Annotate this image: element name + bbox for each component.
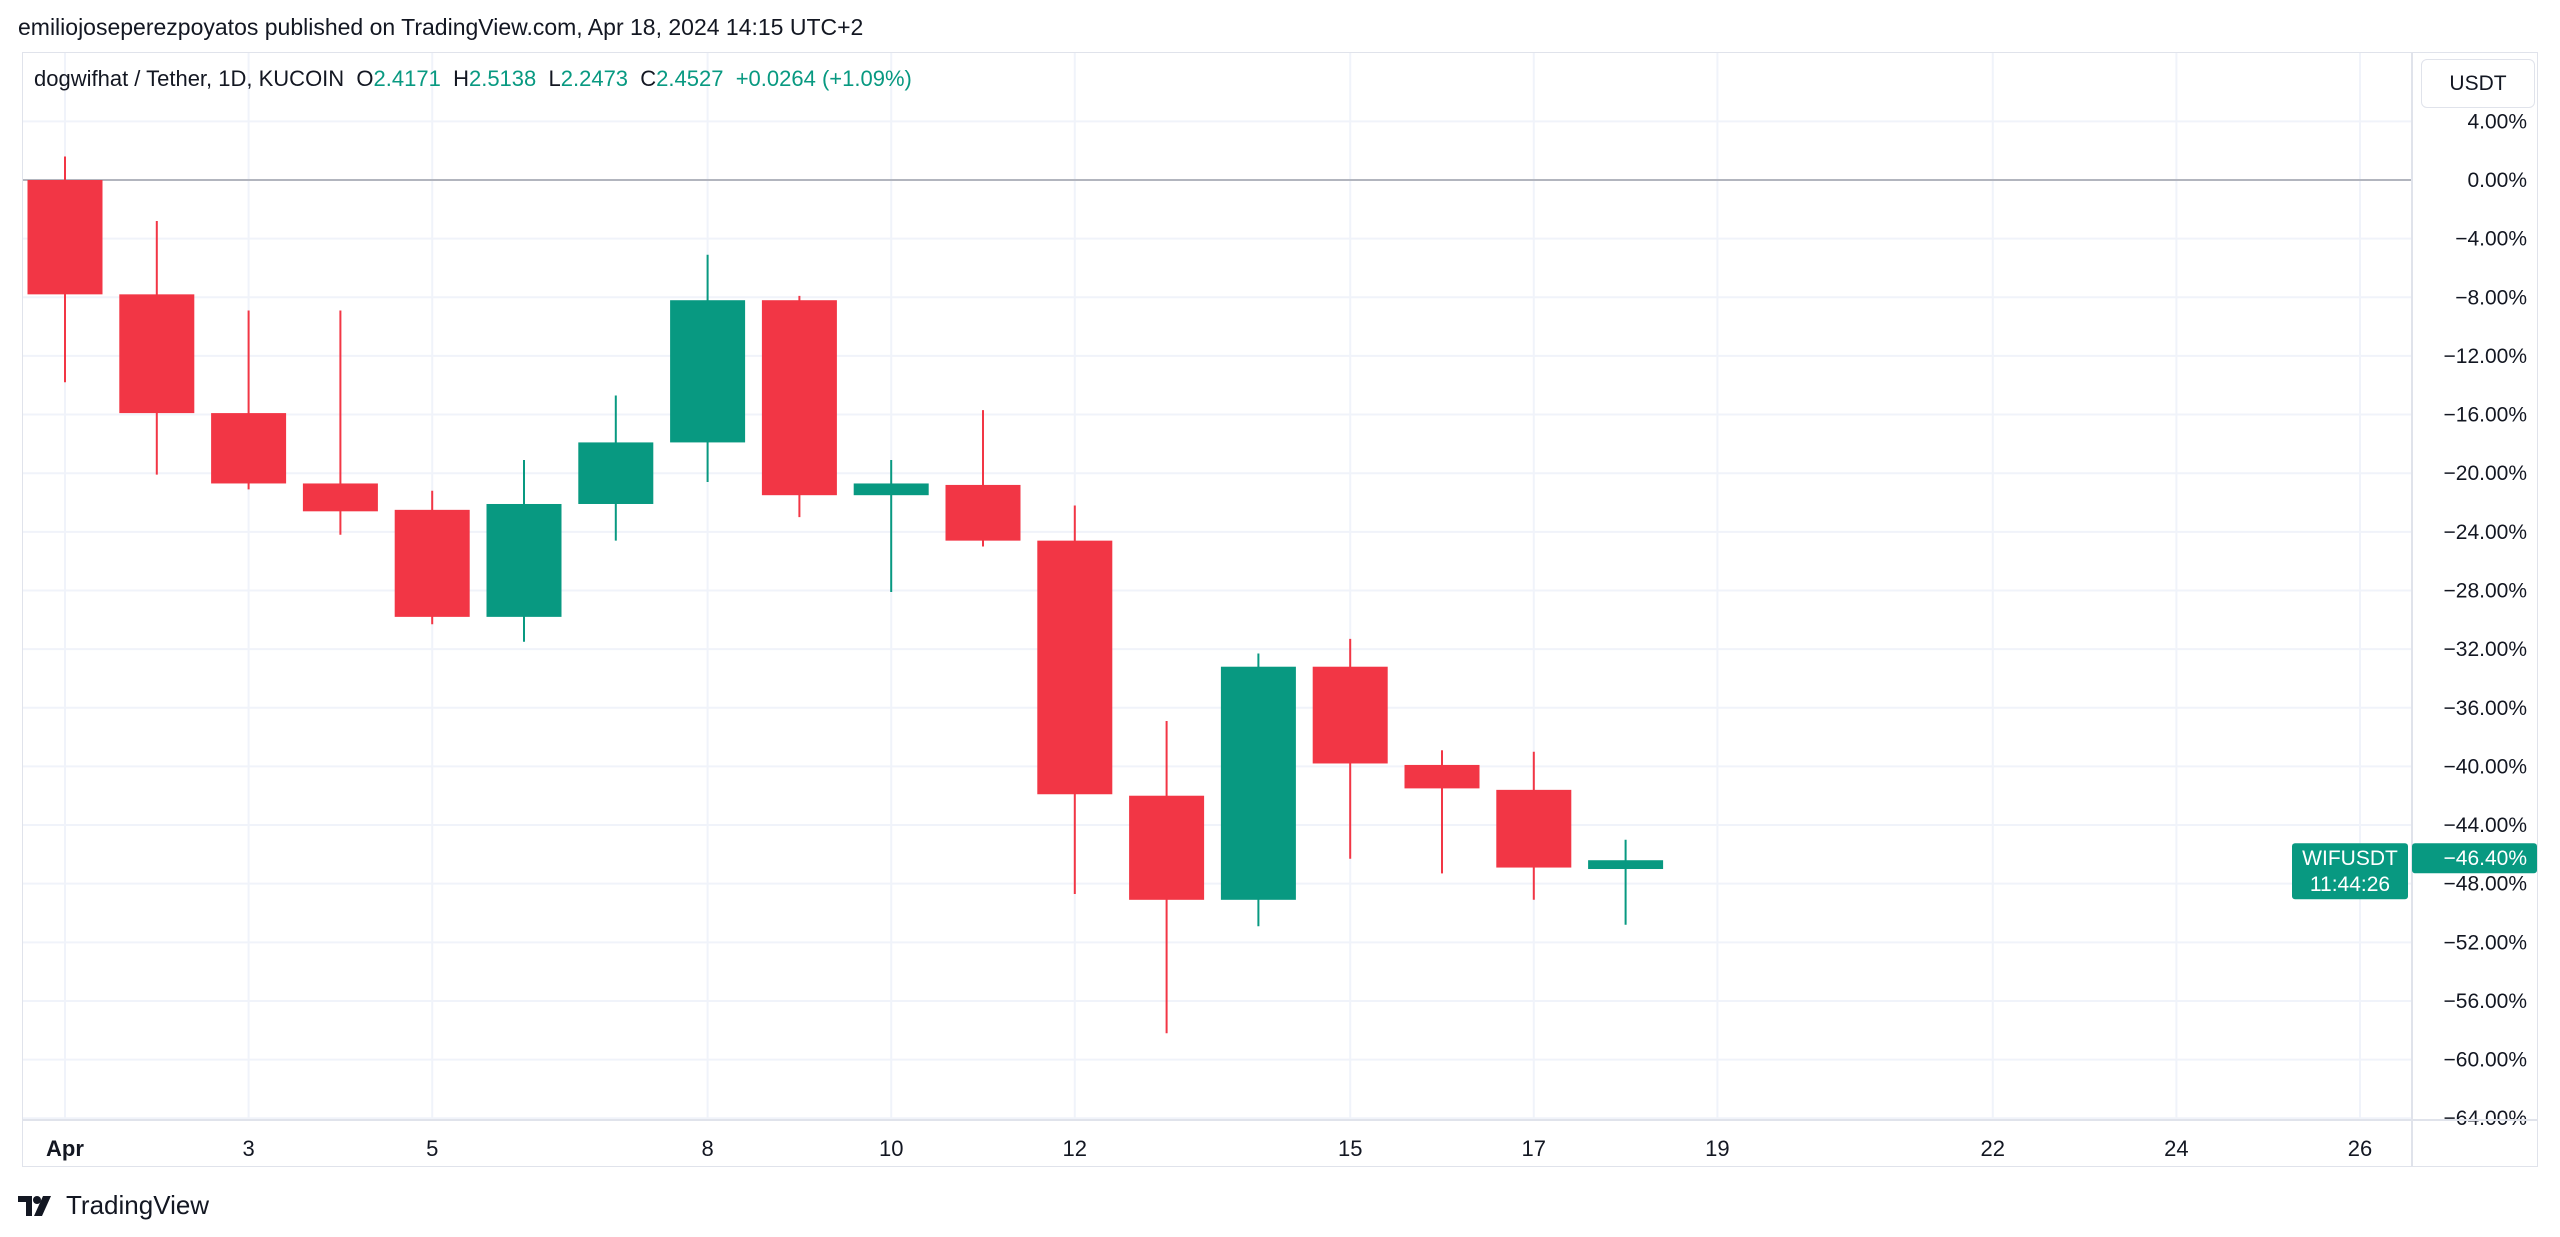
low-value: 2.2473 <box>560 66 629 91</box>
candle <box>761 295 837 518</box>
x-tick-label: 26 <box>2348 1136 2372 1161</box>
close-label: C <box>640 66 657 91</box>
candle <box>578 395 654 541</box>
y-tick-label: −8.00% <box>2455 286 2527 309</box>
y-tick-label: −28.00% <box>2444 579 2528 602</box>
y-tick-label: −20.00% <box>2444 462 2528 485</box>
candle <box>27 156 103 383</box>
y-tick-label: −60.00% <box>2444 1049 2528 1072</box>
candle <box>211 310 287 490</box>
x-tick-label: 10 <box>879 1136 903 1161</box>
y-tick-label: −64.00% <box>2444 1107 2528 1130</box>
candle <box>119 221 195 475</box>
candle-body <box>302 483 378 512</box>
last-price-tag <box>2412 843 2537 874</box>
bar-countdown: 11:44:26 <box>2310 873 2390 896</box>
candle <box>394 490 470 625</box>
change-value: +0.0264 (+1.09%) <box>735 66 912 91</box>
footer-brand: TradingView <box>66 1190 210 1220</box>
y-tick-label: −12.00% <box>2444 345 2528 368</box>
x-tick-label: 22 <box>1981 1136 2005 1161</box>
y-tick-label: 4.00% <box>2467 110 2527 133</box>
candle-body <box>1037 540 1113 795</box>
y-tick-label: −24.00% <box>2444 521 2528 544</box>
open-label: O <box>356 66 374 91</box>
x-tick-label: 5 <box>426 1136 438 1161</box>
y-tick-label: −4.00% <box>2455 228 2527 251</box>
currency-button[interactable]: USDT <box>2421 59 2535 108</box>
candle-body <box>27 180 103 295</box>
x-tick-label: 17 <box>1522 1136 1546 1161</box>
y-tick-label: −52.00% <box>2444 931 2528 954</box>
candle <box>1037 505 1113 894</box>
candle-body <box>119 294 195 414</box>
last-price-value: −46.40% <box>2444 847 2528 870</box>
candle <box>853 460 929 592</box>
candle-body <box>578 442 654 504</box>
candle-body <box>853 483 929 496</box>
x-tick-label: 15 <box>1338 1136 1362 1161</box>
candle-body <box>1312 666 1388 764</box>
candle <box>1312 638 1388 859</box>
y-tick-label: −44.00% <box>2444 814 2528 837</box>
candle <box>1220 653 1296 927</box>
candle-body <box>394 509 470 617</box>
tradingview-logo-icon <box>18 1195 51 1216</box>
symbol-title[interactable]: dogwifhat / Tether, 1D, KUCOIN <box>34 66 345 91</box>
y-tick-label: −32.00% <box>2444 638 2528 661</box>
tradingview-logo[interactable]: TradingView <box>18 1190 209 1221</box>
x-tick-label: Apr <box>46 1136 84 1161</box>
symbol-legend: dogwifhat / Tether, 1D, KUCOIN O2.4171 H… <box>34 66 912 92</box>
candle-body <box>211 413 287 484</box>
x-tick-label: 12 <box>1063 1136 1087 1161</box>
x-tick-label: 19 <box>1705 1136 1729 1161</box>
candle-body <box>1129 795 1205 900</box>
candle <box>1129 720 1205 1034</box>
candle-body <box>761 300 837 496</box>
low-label: L <box>548 66 561 91</box>
candle-body <box>1588 860 1664 870</box>
candle-body <box>1220 666 1296 900</box>
candle-body <box>1496 789 1572 868</box>
symbol-tag <box>2292 843 2408 900</box>
candle <box>1588 839 1664 925</box>
high-value: 2.5138 <box>468 66 537 91</box>
candle <box>670 254 746 482</box>
open-value: 2.4171 <box>373 66 441 91</box>
candle-body <box>945 484 1021 541</box>
close-value: 2.4527 <box>656 66 724 91</box>
candle-body <box>486 503 562 617</box>
candle-body <box>1404 764 1480 789</box>
y-tick-label: −40.00% <box>2444 755 2528 778</box>
candle <box>1404 750 1480 874</box>
y-tick-label: −36.00% <box>2444 697 2528 720</box>
candle <box>486 460 562 642</box>
chart-frame <box>22 52 2538 1167</box>
candle <box>302 310 378 535</box>
y-tick-label: −48.00% <box>2444 873 2528 896</box>
publisher-line: emiliojoseperezpoyatos published on Trad… <box>18 14 864 40</box>
x-tick-label: 3 <box>242 1136 254 1161</box>
x-tick-label: 24 <box>2164 1136 2188 1161</box>
y-tick-label: −16.00% <box>2444 404 2528 427</box>
y-tick-label: −56.00% <box>2444 990 2528 1013</box>
candle <box>945 410 1021 547</box>
y-tick-label: 0.00% <box>2467 169 2527 192</box>
candle <box>1496 751 1572 900</box>
x-tick-label: 8 <box>701 1136 713 1161</box>
high-label: H <box>453 66 469 91</box>
symbol-tag-label: WIFUSDT <box>2302 847 2398 870</box>
candle-body <box>670 300 746 443</box>
